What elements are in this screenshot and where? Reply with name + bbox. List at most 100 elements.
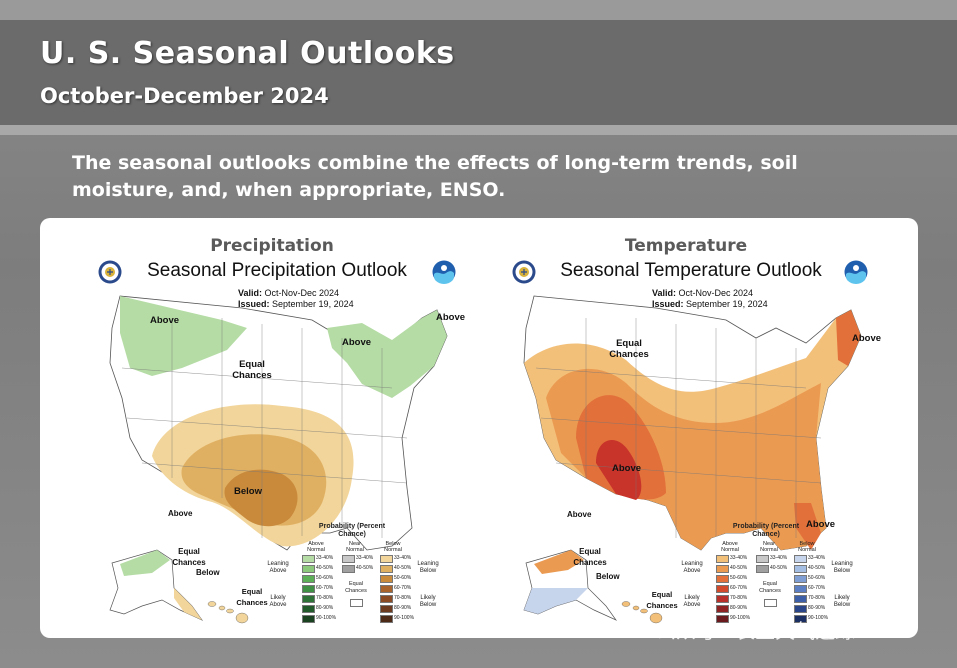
legend-swatch-above: [302, 565, 315, 573]
label-ak-equal: Equal Chances: [172, 547, 206, 567]
legend-bin-label: 40-50%: [770, 565, 788, 571]
legend-swatch-near: [342, 565, 355, 573]
legend-col-near: Near Normal: [346, 541, 364, 553]
hawaii-islands: [621, 601, 663, 624]
legend-swatch-equal: [350, 599, 363, 607]
label-above-greatlakes: Above: [342, 337, 372, 348]
legend-swatch-below: [380, 555, 393, 563]
legend-swatch-below: [380, 615, 393, 623]
legend-bin-label: 60-70%: [316, 585, 334, 591]
label-ak-below: Below: [596, 572, 620, 581]
legend-bin-label: 60-70%: [394, 585, 412, 591]
label-above-florida: Above: [806, 519, 836, 530]
intro-text: The seasonal outlooks combine the effect…: [72, 152, 798, 201]
legend-title: Probability (Percent Chance): [732, 523, 800, 538]
legend-bin-label: 80-90%: [316, 605, 334, 611]
legend-bin-label: 80-90%: [730, 605, 748, 611]
legend-bin-label: 40-50%: [730, 565, 748, 571]
legend-swatch-above: [302, 555, 315, 563]
temperature-heading: Temperature: [624, 236, 748, 256]
precip-above-northwest: [120, 296, 247, 376]
legend-swatch-above: [716, 595, 729, 603]
legend-swatch-below: [794, 595, 807, 603]
legend-swatch-above: [716, 555, 729, 563]
precip-below-50: [224, 469, 298, 527]
legend-swatch-near: [342, 555, 355, 563]
noaa-nws-seal-icon: [98, 260, 122, 284]
legend-bin-label: 50-60%: [394, 575, 412, 581]
noaa-nws-seal-icon: [512, 260, 536, 284]
legend-swatch-below: [380, 565, 393, 573]
legend-col-above: Above Normal: [307, 541, 325, 553]
legend-col-near: Near Normal: [760, 541, 778, 553]
legend-leaning-above: Leaning Above: [267, 561, 289, 574]
legend-swatch-above: [302, 575, 315, 583]
precipitation-map-canvas: [109, 295, 448, 624]
legend-swatch-above: [716, 605, 729, 613]
legend-col-above: Above Normal: [721, 541, 739, 553]
temp-ak-below: [524, 588, 588, 614]
label-above-northeast: Above: [852, 333, 882, 344]
legend-swatch-above: [716, 585, 729, 593]
page-title: U. S. Seasonal Outlooks: [40, 36, 455, 71]
legend-equal-chances: Equal Chances: [759, 581, 781, 594]
legend-swatch-above: [716, 615, 729, 623]
legend-bin-label: 33-40%: [316, 555, 334, 561]
legend-leaning-below: Leaning Below: [417, 561, 439, 574]
legend-bin-label: 33-40%: [356, 555, 374, 561]
legend-bin-label: 33-40%: [770, 555, 788, 561]
temp-ak-above: [534, 550, 584, 574]
legend-bin-label: 90-100%: [316, 615, 337, 621]
label-ak-equal: Equal Chances: [573, 547, 607, 567]
legend-swatch-above: [302, 585, 315, 593]
legend-swatch-above: [302, 595, 315, 603]
wechat-icon: [619, 615, 651, 638]
legend-leaning-above: Leaning Above: [681, 561, 703, 574]
legend-bin-label: 50-60%: [316, 575, 334, 581]
legend-swatch-below: [380, 575, 393, 583]
maps-panel: Precipitation Seasonal Precipitation Out…: [40, 218, 918, 638]
temperature-map: Temperature Seasonal Temperature Outlook…: [476, 218, 896, 638]
precip-above-greatlakes: [327, 310, 447, 398]
legend-title: Probability (Percent Chance): [318, 523, 386, 538]
header-band: [0, 125, 957, 135]
precipitation-map: Precipitation Seasonal Precipitation Out…: [62, 218, 482, 638]
precipitation-map-title: Seasonal Precipitation Outlook: [147, 260, 407, 281]
legend-bin-label: 40-50%: [356, 565, 374, 571]
legend-swatch-below: [380, 605, 393, 613]
temp-above-fl: [794, 503, 821, 550]
legend-swatch-equal: [764, 599, 777, 607]
page-subtitle: October-December 2024: [40, 84, 329, 108]
legend-likely-above: Likely Above: [269, 595, 287, 608]
legend-swatch-above: [716, 565, 729, 573]
legend-bin-label: 60-70%: [808, 585, 826, 591]
legend-bin-label: 80-90%: [394, 605, 412, 611]
legend-bin-label: 50-60%: [730, 575, 748, 581]
precip-ak-below: [174, 588, 202, 620]
legend-equal-chances: Equal Chances: [345, 581, 367, 594]
legend-swatch-below: [794, 555, 807, 563]
legend-leaning-below: Leaning Below: [831, 561, 853, 574]
legend-likely-above: Likely Above: [683, 595, 701, 608]
label-equal-chances: Equal Chances: [609, 338, 649, 360]
legend-swatch-below: [794, 605, 807, 613]
legend-bin-label: 70-80%: [808, 595, 826, 601]
label-hi-equal: Equal Chances: [236, 587, 268, 607]
legend-likely-below: Likely Below: [833, 595, 851, 608]
temperature-legend: Probability (Percent Chance) Above Normal…: [676, 523, 856, 633]
legend-swatch-below: [794, 585, 807, 593]
label-ak-above: Above: [168, 509, 193, 518]
legend-bin-label: 70-80%: [316, 595, 334, 601]
legend-bin-label: 50-60%: [808, 575, 826, 581]
legend-swatch-below: [380, 585, 393, 593]
precipitation-valid-issued: Valid: Oct-Nov-Dec 2024 Issued: Septembe…: [238, 288, 354, 309]
temperature-map-canvas: [523, 295, 862, 624]
top-strip: [0, 0, 957, 20]
legend-bin-label: 90-100%: [394, 615, 415, 621]
legend-swatch-near: [756, 565, 769, 573]
legend-bin-label: 80-90%: [808, 605, 826, 611]
legend-bin-label: 33-40%: [730, 555, 748, 561]
legend-bin-label: 90-100%: [730, 615, 751, 621]
temperature-map-title: Seasonal Temperature Outlook: [560, 260, 822, 281]
legend-bin-label: 40-50%: [394, 565, 412, 571]
